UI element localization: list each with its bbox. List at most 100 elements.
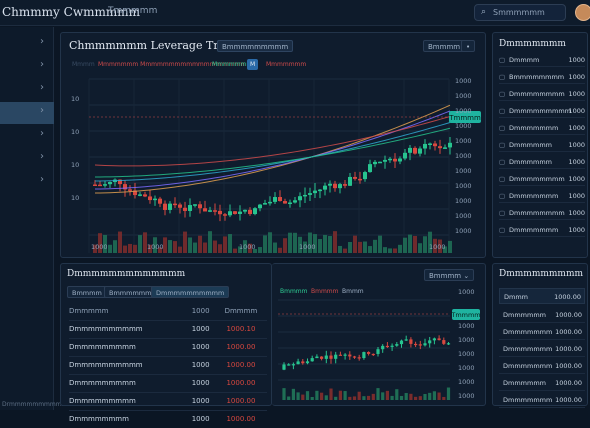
toolbar-more[interactable]: •	[461, 40, 476, 52]
order-book-tab[interactable]: Bmmmm	[67, 286, 107, 298]
row-value: 1000	[568, 226, 585, 234]
table-row[interactable]: Dmmmmmmmmmm 1000 1000.10	[69, 320, 267, 338]
search-box[interactable]: ⌕ Smmmmmm	[474, 4, 566, 21]
mini-chart[interactable]: Tmmmm 1000 1000 1000 1000 1000 1000 1000	[272, 264, 486, 407]
price-tag	[452, 309, 480, 320]
list-item[interactable]: ▢ Dmmmmmmmm 1000	[499, 172, 585, 186]
list-item[interactable]: ▢ Dmmmmmmmm 1000	[499, 87, 585, 101]
mini-legend-item[interactable]: Bmmm	[342, 288, 364, 295]
avatar[interactable]	[575, 4, 590, 21]
candle	[399, 340, 404, 345]
volume-bar	[233, 248, 237, 253]
top-tab[interactable]: Tmmmmm	[108, 6, 158, 16]
volume-bar	[353, 235, 357, 253]
mini-legend-item[interactable]: Bmmmm	[280, 288, 308, 295]
list-item[interactable]: Dmmmmmmm 1000.00	[499, 342, 585, 357]
candle	[437, 338, 441, 341]
candle	[438, 146, 442, 149]
volume-bar	[288, 232, 292, 253]
volume-bar	[357, 391, 361, 400]
header-label: Dmmm	[504, 293, 529, 301]
main-chart[interactable]: Tmmmm10001000100010001000100010001000100…	[61, 33, 487, 259]
chevron-right-icon: ›	[40, 128, 44, 139]
sidebar-item[interactable]: ›	[0, 171, 54, 193]
list-item[interactable]: ▢ Dmmmmmm 1000	[499, 155, 585, 169]
row-label: Dmmmmmm	[503, 311, 546, 319]
table-row[interactable]: Dmmmmmmmmmm 1000 1000.00	[69, 356, 267, 374]
order-book-tab[interactable]: Dmmmmmmmmmm	[151, 286, 230, 298]
row-label: Dmmmmmmm	[503, 362, 553, 370]
volume-bar	[395, 389, 399, 400]
header-cell: Dmmmm	[224, 306, 258, 315]
mini-legend-item[interactable]: Bmmmm	[311, 288, 339, 295]
table-row[interactable]: Dmmmmmmmmm 1000 1000.00	[69, 392, 267, 410]
row-value: 1000	[568, 90, 585, 98]
candle	[428, 143, 432, 146]
volume-bar	[178, 246, 182, 253]
volume-bar	[296, 392, 300, 400]
legend-item[interactable]: M	[247, 59, 259, 70]
list-item[interactable]: ▢ Dmmmmmm 1000	[499, 138, 585, 152]
row-label: Dmmmm	[509, 56, 540, 64]
list-item[interactable]: Dmmmmmm 1000.00	[499, 308, 585, 323]
legend-item[interactable]: Mmmm	[72, 61, 95, 68]
sidebar-item[interactable]: ›	[0, 56, 54, 78]
volume-bar	[283, 238, 287, 253]
candle	[373, 161, 377, 165]
chevron-right-icon: ›	[40, 36, 44, 47]
order-book-tab[interactable]: Bmmmmmm	[104, 286, 157, 298]
list-item[interactable]: ▢ Dmmmmmmmm 1000	[499, 206, 585, 220]
sidebar-item[interactable]: ›	[0, 79, 54, 101]
sidebar-item[interactable]: ›	[0, 33, 54, 55]
list-item[interactable]: ▢ Dmmmmmmm 1000	[499, 121, 585, 135]
list-item[interactable]: ▢ Bmmmmmmmm 1000	[499, 70, 585, 84]
x-tick-label: 1000	[429, 243, 446, 251]
mini-control[interactable]: Bmmmm ⌄	[424, 269, 475, 281]
row-label: Dmmmmmmmm	[509, 90, 565, 98]
list-item[interactable]: ▢ Dmmmmmmmmm 1000	[499, 104, 585, 118]
volume-bar	[148, 244, 152, 253]
list-item[interactable]: ▢ Dmmmmmmm 1000	[499, 189, 585, 203]
candle	[362, 352, 366, 359]
mini-control-label: Bmmmm	[429, 272, 462, 280]
table-row[interactable]: Dmmmmmmmm 1000 1000.00	[69, 410, 267, 428]
row-value: 1000.00	[555, 345, 582, 353]
candle	[303, 194, 307, 197]
toolbar-select[interactable]: Bmmmm	[423, 40, 466, 52]
mini-top-label: 1000	[458, 288, 475, 296]
list-item[interactable]: ▢ Dmmmm 1000	[499, 53, 585, 67]
list-item[interactable]: ▢ Dmmmmmmm 1000	[499, 223, 585, 237]
row-value: 1000	[568, 107, 585, 115]
sidebar-item[interactable]: ›	[0, 125, 54, 147]
sidebar-item[interactable]: ›	[0, 102, 54, 124]
row-label: Dmmmmmmm	[503, 345, 553, 353]
list-item[interactable]: Dmmmmmmm 1000.00	[499, 359, 585, 374]
volume-bar	[223, 236, 227, 253]
y-tick-label: 1000	[458, 378, 475, 386]
legend-item[interactable]: Mmmmmmm Mmmmmmmmmmmmmmmmmm	[98, 61, 245, 68]
list-item[interactable]: Dmmmmmmm 1000.00	[499, 325, 585, 340]
list-item[interactable]: Dmmmmmm 1000.00	[499, 376, 585, 391]
legend-item[interactable]: Mmmmmmm	[212, 61, 253, 68]
volume-bar	[367, 395, 371, 400]
row-label: Dmmmmmm	[509, 158, 552, 166]
legend-item[interactable]: Mmmmmmm	[266, 61, 307, 68]
y-tick-label: 1000	[455, 182, 472, 190]
candle	[328, 183, 332, 186]
table-cell: 1000	[191, 397, 210, 405]
price-tag	[449, 111, 481, 123]
candle	[367, 352, 371, 354]
list-item[interactable]: Dmmmmmmm 1000.00	[499, 393, 585, 408]
chevron-right-icon: ›	[40, 82, 44, 93]
volume-bar	[378, 235, 382, 253]
title-badge[interactable]: Bmmmmmmmmm	[217, 40, 294, 52]
table-row[interactable]: Dmmmmmmmmm 1000 1000.00	[69, 374, 267, 392]
sidebar-item[interactable]: ›	[0, 148, 54, 170]
candle	[305, 361, 310, 364]
moving-average-line	[94, 115, 451, 167]
candle	[248, 209, 252, 215]
volume-bar	[418, 243, 422, 253]
volume-bar	[193, 242, 197, 253]
volume-bar	[320, 392, 324, 400]
table-row[interactable]: Dmmmmmmmmm 1000 1000.00	[69, 338, 267, 356]
